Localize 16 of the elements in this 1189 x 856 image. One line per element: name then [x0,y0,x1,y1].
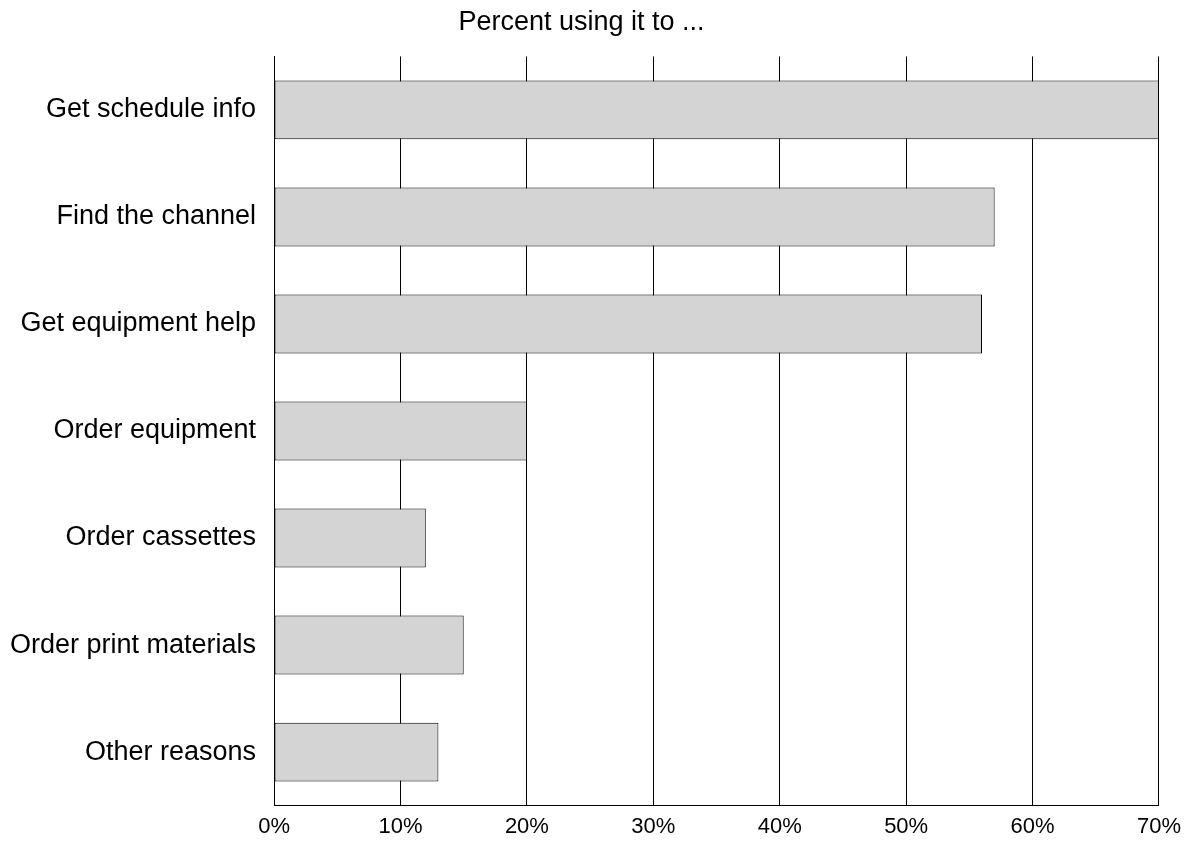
x-tick-label: 0% [258,812,290,838]
y-tick-label: Find the channel [56,200,257,231]
y-tick-label: Order cassettes [65,521,257,552]
y-tick-label: Order print materials [9,628,257,659]
y-tick-label: Other reasons [84,735,257,766]
y-tick-label: Get schedule info [45,93,257,124]
chart-title: Percent using it to ... [458,5,705,36]
x-tick-label: 50% [884,812,929,838]
x-tick-label: 30% [631,812,676,838]
x-tick-label: 70% [1136,812,1182,838]
y-tick-label: Order equipment [53,414,257,445]
x-tick-label: 40% [757,812,802,838]
x-tick-label: 60% [1010,812,1055,838]
x-tick-label: 10% [378,812,423,838]
x-tick-label: 20% [504,812,549,838]
y-tick-label: Get equipment help [20,307,257,338]
